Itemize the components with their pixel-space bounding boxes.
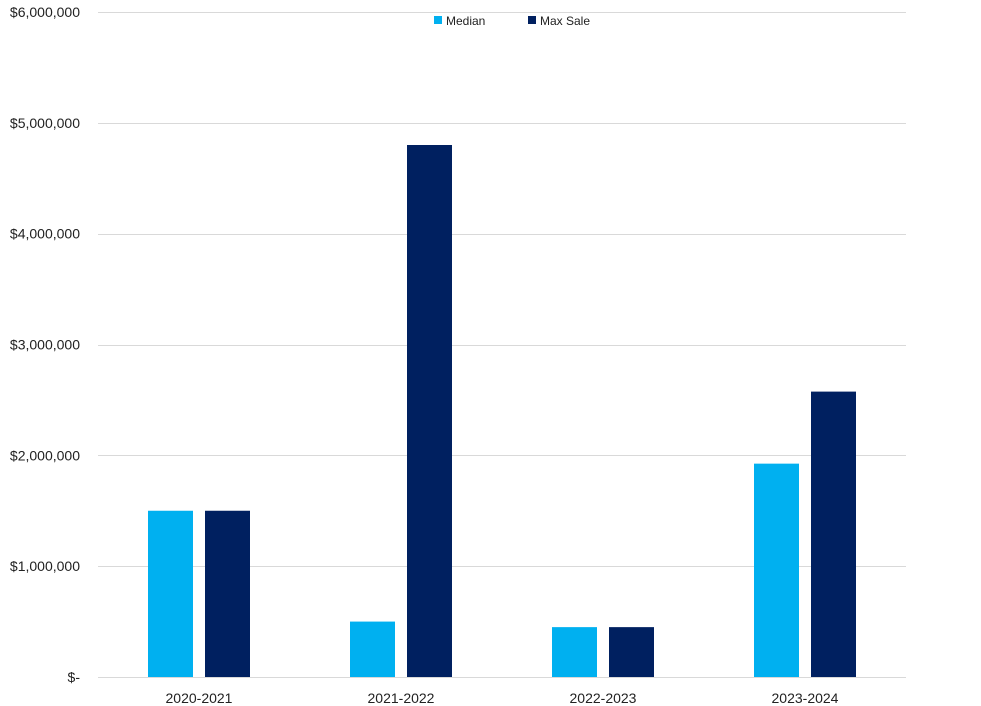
legend[interactable]: Median Max Sale xyxy=(434,14,590,28)
y-tick-label: $- xyxy=(68,669,81,685)
bars xyxy=(148,145,856,677)
y-tick-label: $4,000,000 xyxy=(10,226,80,242)
y-tick-label: $6,000,000 xyxy=(10,4,80,20)
y-tick-label: $1,000,000 xyxy=(10,558,80,574)
legend-swatch xyxy=(528,16,536,24)
x-category-label: 2022-2023 xyxy=(570,690,637,706)
bar-max-sale[interactable] xyxy=(609,627,654,677)
y-tick-label: $5,000,000 xyxy=(10,115,80,131)
bar-max-sale[interactable] xyxy=(407,145,452,677)
x-category-label: 2023-2024 xyxy=(772,690,839,706)
bar-max-sale[interactable] xyxy=(205,510,250,677)
bar-median[interactable] xyxy=(148,510,193,677)
y-tick-label: $2,000,000 xyxy=(10,447,80,463)
legend-swatch xyxy=(434,16,442,24)
y-axis-tick-labels: $- $1,000,000 $2,000,000 $3,000,000 $4,000,0… xyxy=(10,4,80,685)
x-category-label: 2021-2022 xyxy=(368,690,435,706)
x-category-label: 2020-2021 xyxy=(166,690,233,706)
bar-median[interactable] xyxy=(350,621,395,677)
legend-label: Max Sale xyxy=(540,14,590,28)
legend-label: Median xyxy=(446,14,485,28)
bar-median[interactable] xyxy=(754,463,799,677)
bar-median[interactable] xyxy=(552,627,597,677)
y-tick-label: $3,000,000 xyxy=(10,337,80,353)
bar-max-sale[interactable] xyxy=(811,391,856,677)
x-axis-category-labels: 2020-2021 2021-2022 2022-2023 2023-2024 xyxy=(166,690,839,706)
